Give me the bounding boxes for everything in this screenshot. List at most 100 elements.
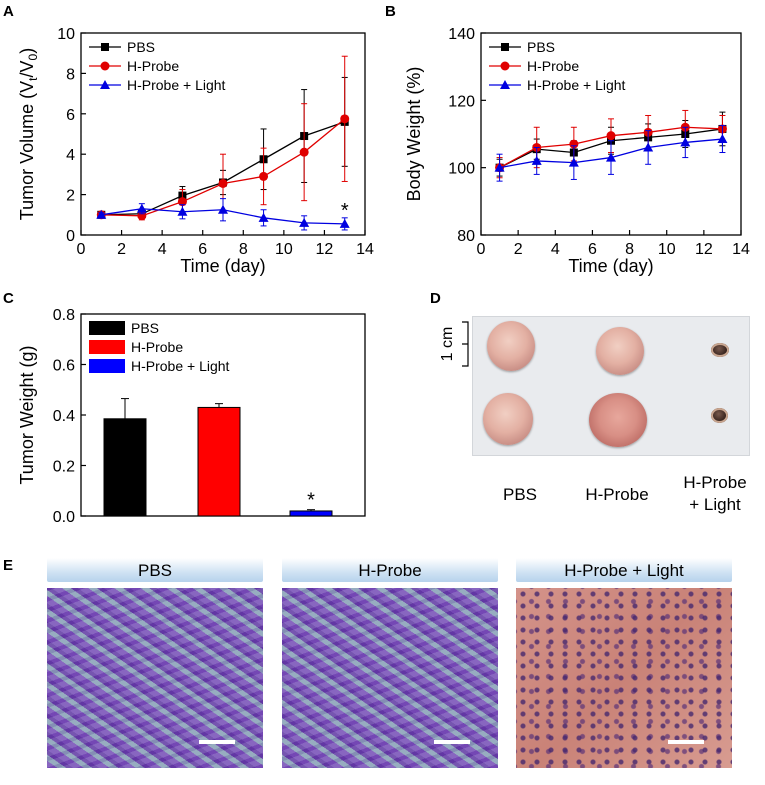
a-data-point (340, 114, 350, 124)
h-probe-tumor-top (596, 327, 644, 375)
a-x-tick-label: 10 (275, 241, 293, 258)
a-data-point (339, 218, 350, 228)
a-axes-frame (80, 32, 366, 236)
d-scale-bracket (462, 321, 469, 367)
b-x-tick-label: 0 (477, 241, 486, 258)
d-caption-h-probe-light-line2: + Light (689, 495, 741, 514)
a-data-point (218, 204, 228, 214)
b-axes-frame (480, 32, 742, 236)
b-legend-marker (501, 43, 509, 51)
b-x-tick-label: 4 (551, 241, 560, 258)
a-x-tick-label: 6 (198, 241, 207, 258)
d-caption-h-probe-line1: H-Probe (585, 485, 649, 504)
b-x-tick-label: 10 (658, 241, 676, 258)
b-y-tick-label: 140 (448, 26, 475, 43)
a-y-tick-label: 2 (66, 188, 75, 205)
b-data-point (606, 131, 616, 141)
b-y-tick-label: 120 (448, 93, 475, 110)
b-x-tick-label: 8 (625, 241, 634, 258)
b-data-point (606, 152, 616, 162)
a-data-point (259, 171, 269, 181)
a-data-point (299, 147, 309, 157)
panel-letter-a: A (3, 3, 14, 20)
c-y-tick-label: 0.6 (53, 358, 75, 375)
e-title-pbs: PBS (47, 558, 263, 582)
e-title-h-probe-light: H-Probe + Light (516, 558, 732, 582)
histology-h-probe-light (516, 588, 732, 768)
a-legend-label: H-Probe (127, 58, 179, 74)
a-legend-label: PBS (127, 39, 155, 55)
panel-letter-c: C (3, 290, 14, 307)
tumor-photo (472, 316, 750, 456)
b-x-tick-label: 2 (514, 241, 523, 258)
d-caption-pbs-line1: PBS (502, 485, 538, 504)
a-legend-label: H-Probe + Light (127, 77, 226, 93)
a-legend-marker (101, 43, 109, 51)
b-x-tick-label: 14 (732, 241, 750, 258)
panel-letter-e: E (3, 557, 13, 574)
a-data-point (218, 178, 228, 188)
a-data-point (177, 197, 187, 207)
b-y-tick-label: 80 (457, 228, 475, 245)
a-x-tick-label: 2 (117, 241, 126, 258)
b-data-point (531, 155, 542, 165)
c-bar (103, 418, 147, 517)
a-y-axis-label-part: t (26, 77, 40, 81)
scale-bar (434, 740, 470, 744)
a-x-tick-label: 12 (316, 241, 334, 258)
a-y-axis-label-part: Tumor Volume (V (17, 81, 37, 220)
a-y-axis-label-part: 0 (26, 53, 40, 60)
d-caption-h-probe: H-Probe (572, 485, 662, 505)
c-legend-label: H-Probe + Light (131, 358, 230, 374)
b-data-point (717, 134, 728, 144)
b-x-tick-label: 12 (695, 241, 713, 258)
pbs-tumor-top (487, 321, 535, 371)
b-legend-marker (500, 80, 510, 89)
c-bar (289, 510, 333, 517)
b-legend-label: H-Probe + Light (527, 77, 626, 93)
d-caption-pbs: PBS (480, 485, 560, 505)
a-data-point (96, 209, 107, 219)
c-legend-swatch (89, 340, 125, 354)
panel-letter-b: B (385, 3, 396, 20)
h-probe-tumor-bottom (589, 393, 647, 447)
a-x-tick-label: 0 (77, 241, 86, 258)
b-legend-label: H-Probe (527, 58, 579, 74)
a-x-tick-label: 8 (239, 241, 248, 258)
a-y-axis-label-part: ) (17, 48, 37, 54)
a-y-tick-label: 10 (57, 26, 75, 43)
b-legend-label: PBS (527, 39, 555, 55)
c-y-tick-label: 0.0 (53, 509, 75, 526)
histology-h-probe (282, 588, 498, 768)
c-y-tick-label: 0.2 (53, 459, 75, 476)
b-legend-marker (500, 61, 510, 71)
d-caption-h-probe-light: H-Probe + Light (670, 472, 760, 516)
b-x-tick-label: 6 (588, 241, 597, 258)
a-data-point (177, 206, 188, 216)
b-data-point (568, 157, 579, 167)
c-y-tick-label: 0.4 (53, 408, 75, 425)
panel-letter-d: D (430, 290, 441, 307)
d-caption-h-probe-light-line1: H-Probe (683, 473, 747, 492)
c-legend-swatch (89, 359, 125, 373)
a-y-tick-label: 6 (66, 107, 75, 124)
c-legend-swatch (89, 321, 125, 335)
a-data-point (258, 212, 269, 222)
h-probe-light-tumor-bottom (711, 408, 728, 423)
b-y-tick-label: 100 (448, 161, 475, 178)
a-y-axis-label-part: /V (17, 60, 37, 77)
scale-bar (199, 740, 235, 744)
a-y-tick-label: 8 (66, 66, 75, 83)
a-significance-star: * (341, 200, 349, 222)
pbs-tumor-bottom (483, 393, 533, 445)
b-data-point (643, 142, 654, 152)
c-legend-label: H-Probe (131, 339, 183, 355)
a-x-tick-label: 4 (158, 241, 167, 258)
h-probe-light-tumor-top (711, 343, 729, 357)
scale-bar (668, 740, 704, 744)
b-data-point (494, 162, 505, 172)
a-legend-marker (100, 80, 110, 89)
e-title-h-probe: H-Probe (282, 558, 498, 582)
c-significance-star: * (307, 490, 315, 512)
